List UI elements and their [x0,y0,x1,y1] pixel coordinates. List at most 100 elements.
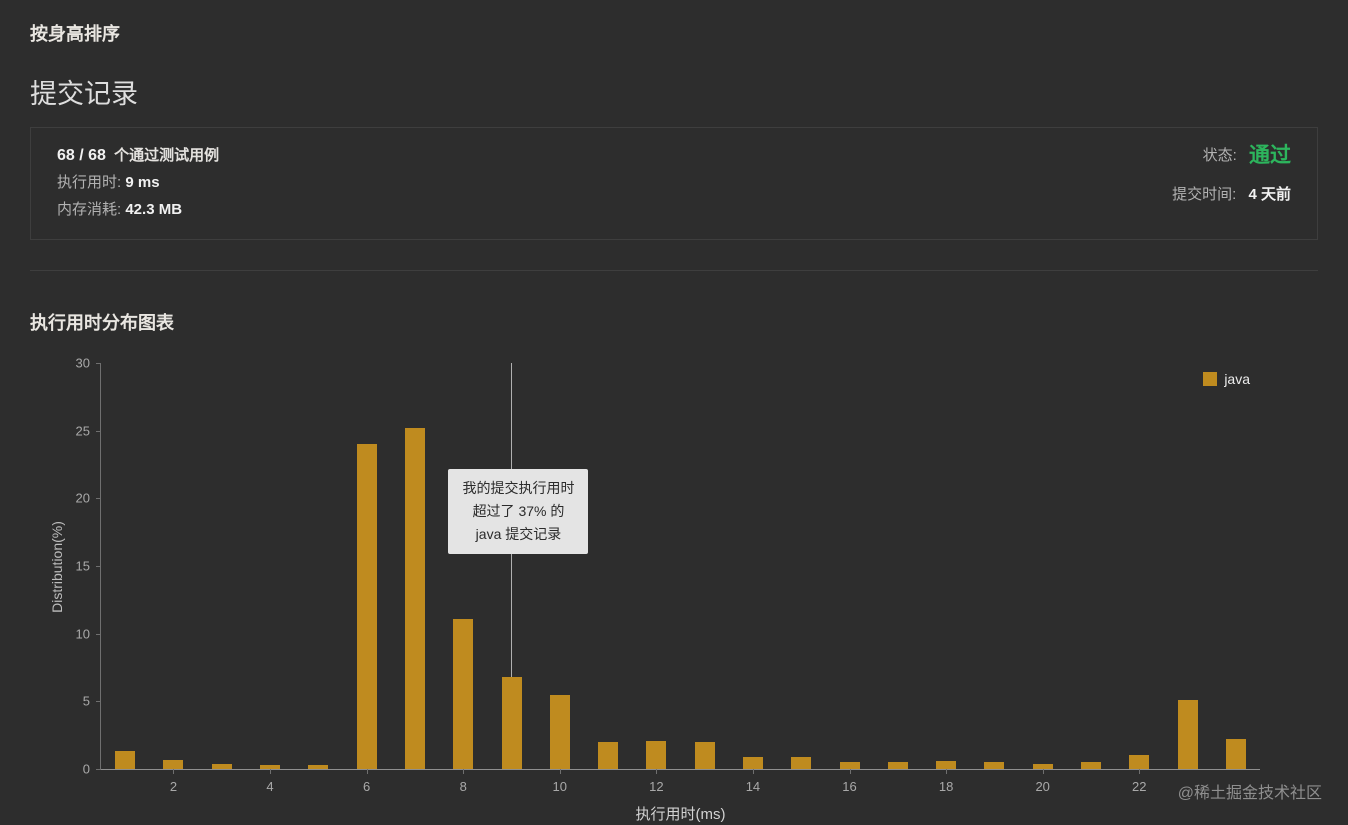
runtime-value: 9 ms [125,174,160,191]
x-tick-label: 2 [169,779,178,794]
x-tick-label: 20 [1035,779,1050,794]
bar-7ms[interactable] [404,427,425,769]
y-tick-mark [96,498,101,500]
bar-slot [1164,363,1212,769]
bar-13ms[interactable] [694,741,715,769]
watermark: @稀土掘金技术社区 [1177,785,1322,802]
x-tick-mark [1139,769,1141,774]
x-tick-mark [849,769,851,774]
bar-slot [970,363,1018,769]
bar-12ms[interactable] [646,740,667,769]
bar-slot [246,363,294,769]
bar-slot [825,363,873,769]
bar-slot [777,363,825,769]
bar-11ms[interactable] [598,741,619,769]
y-tick-label: 5 [82,693,90,709]
x-tick-mark [752,769,754,774]
bar-slot [1019,363,1067,769]
bar-5ms[interactable] [308,764,329,769]
x-tick-label: 14 [745,779,761,794]
x-tick-label: 22 [1132,779,1147,794]
bar-19ms[interactable] [984,762,1005,769]
y-tick-mark [96,430,101,432]
status-row: 状态: 通过 [1172,142,1291,169]
legend-java[interactable]: java [1203,371,1250,387]
passed-count: 68 / 68 [57,147,106,164]
bar-slot [391,363,439,769]
bar-8ms[interactable] [453,618,474,769]
x-tick-mark [1042,769,1044,774]
bar-21ms[interactable] [1081,762,1102,769]
memory-label: 内存消耗: [57,201,122,218]
legend-label: java [1224,371,1250,387]
bar-slot [198,363,246,769]
bar-6ms[interactable] [356,444,377,769]
bar-slot [681,363,729,769]
y-axis-title: Distribution(%) [49,521,65,613]
bar-14ms[interactable] [743,756,763,769]
x-tick-label: 8 [459,779,467,794]
x-tick-label: 4 [266,779,274,794]
status-value[interactable]: 通过 [1249,144,1291,167]
x-tick-label: 18 [938,779,954,794]
bar-15ms[interactable] [791,756,812,769]
bars-container [101,363,1260,769]
y-tick-mark [96,769,101,770]
y-tick-label: 10 [75,626,90,642]
bar-slot [342,363,390,769]
runtime-distribution-chart: Distribution(%) 我的提交执行用时 超过了 37% 的 java … [30,356,1318,823]
passed-cases-row: 68 / 68 个通过测试用例 [57,142,219,169]
bar-20ms[interactable] [1032,763,1053,769]
bar-1ms[interactable] [115,751,136,769]
submission-summary-card: 68 / 68 个通过测试用例 执行用时: 9 ms 内存消耗: 42.3 MB… [30,127,1318,240]
summary-right: 状态: 通过 提交时间: 4 天前 [1172,142,1291,223]
memory-value: 42.3 MB [125,201,183,218]
bar-16ms[interactable] [839,762,860,769]
bar-9ms[interactable] [501,676,522,769]
y-tick-mark [96,566,101,567]
bar-slot [874,363,922,769]
x-tick-mark [270,769,272,774]
bar-slot [149,363,197,769]
passed-cases-label: 个通过测试用例 [114,147,220,164]
x-tick-mark [946,769,948,774]
x-tick-mark [366,769,368,774]
y-tick-label: 20 [75,490,90,506]
bar-4ms[interactable] [260,764,281,769]
submission-percentile-tooltip: 我的提交执行用时 超过了 37% 的 java 提交记录 [448,468,589,554]
tooltip-line-1: 我的提交执行用时 [462,479,575,496]
x-tick-mark [656,769,658,774]
bar-18ms[interactable] [936,760,957,769]
bar-slot [1067,363,1115,769]
chart-plot: 我的提交执行用时 超过了 37% 的 java 提交记录 java 执行用时(m… [76,356,1260,823]
bar-17ms[interactable] [887,762,908,769]
x-tick-mark [463,769,465,774]
bar-slot [1115,363,1163,769]
bar-2ms[interactable] [163,759,184,769]
submit-time-row: 提交时间: 4 天前 [1172,181,1291,208]
bar-slot [1212,363,1260,769]
status-label: 状态: [1202,147,1237,164]
memory-row: 内存消耗: 42.3 MB [57,196,219,223]
bar-3ms[interactable] [211,763,232,769]
problem-title: 按身高排序 [30,24,120,44]
x-tick-mark [559,769,561,774]
bar-slot [294,363,342,769]
section-divider [30,270,1318,271]
bar-10ms[interactable] [549,694,570,769]
bar-24ms[interactable] [1225,739,1246,769]
tooltip-line-2: 超过了 37% 的 [472,502,565,519]
summary-left: 68 / 68 个通过测试用例 执行用时: 9 ms 内存消耗: 42.3 MB [57,142,219,223]
bar-slot [439,363,487,769]
y-tick-label: 30 [75,355,90,371]
bar-23ms[interactable] [1177,699,1198,769]
submit-time-value: 4 天前 [1248,186,1291,203]
bar-slot [101,363,149,769]
bar-22ms[interactable] [1129,755,1150,769]
bar-slot [536,363,584,769]
y-tick-mark [96,701,101,703]
x-tick-label: 10 [552,779,567,794]
x-tick-label: 12 [649,779,664,794]
y-tick-label: 0 [82,761,90,777]
